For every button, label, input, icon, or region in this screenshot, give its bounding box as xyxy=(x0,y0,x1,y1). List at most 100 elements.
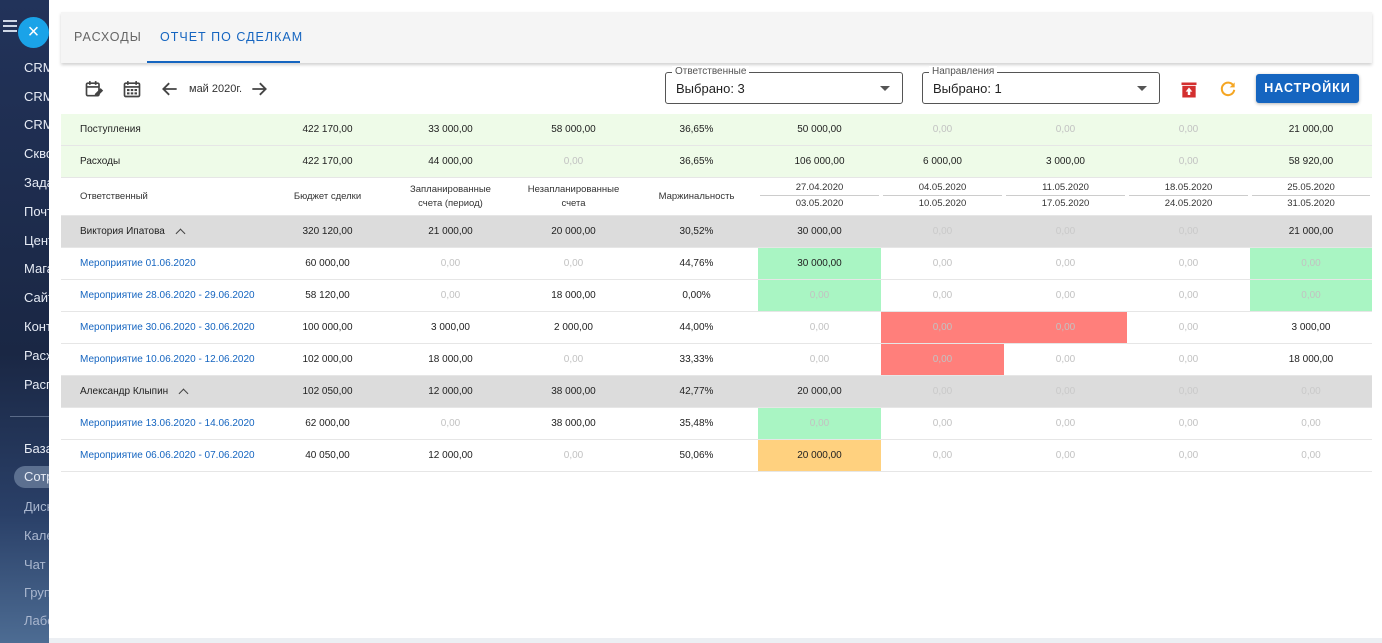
header-unplanned: Незапланированные счета xyxy=(527,184,620,209)
data-cell: 0,00 xyxy=(1055,450,1076,461)
edit-calendar-icon[interactable] xyxy=(84,79,104,99)
sidebar-item[interactable]: Мага xyxy=(24,261,50,276)
export-icon[interactable] xyxy=(1179,80,1199,100)
data-cell: 0,00 xyxy=(1055,290,1076,301)
data-cell: 0,00 xyxy=(563,450,584,461)
header-week: 25.05.2020 31.05.2020 xyxy=(1250,178,1372,216)
summary-cell: 0,00 xyxy=(563,156,584,167)
data-cell: 44,76% xyxy=(679,258,714,269)
sidebar-divider xyxy=(10,416,50,417)
sidebar-item[interactable]: Конт xyxy=(24,319,50,334)
chevron-down-icon xyxy=(1137,86,1147,91)
week-end: 17.05.2020 xyxy=(1041,198,1090,209)
deal-link[interactable]: Мероприятие 01.06.2020 xyxy=(61,248,266,279)
responsible-group-row[interactable]: Александр Клыпин 102 050,00 12 000,00 38 00… xyxy=(61,376,1372,408)
data-cell: 18 000,00 xyxy=(551,290,596,301)
data-cell: 3 000,00 xyxy=(431,322,470,333)
sidebar-item[interactable]: Расп xyxy=(24,377,50,392)
data-cell: 0,00 xyxy=(1055,258,1076,269)
data-cell: 0,00 xyxy=(1055,354,1076,365)
data-cell: 0,00% xyxy=(682,290,711,301)
tab-deals-report[interactable]: ОТЧЕТ ПО СДЕЛКАМ xyxy=(160,30,304,44)
week-end: 10.05.2020 xyxy=(918,198,967,209)
data-cell: 60 000,00 xyxy=(305,258,350,269)
sidebar-item[interactable]: Сотр xyxy=(24,469,50,484)
deal-link[interactable]: Мероприятие 10.06.2020 - 12.06.2020 xyxy=(61,344,266,375)
week-divider xyxy=(883,195,1002,196)
data-cell: 100 000,00 xyxy=(302,322,353,333)
header-responsible: Ответственный xyxy=(80,191,148,202)
data-cell: 0,00 xyxy=(1301,386,1321,397)
deal-row: Мероприятие 10.06.2020 - 12.06.2020 102 0… xyxy=(61,344,1372,376)
sidebar-item[interactable]: Сайт xyxy=(24,290,50,305)
close-button[interactable]: × xyxy=(18,17,49,48)
active-tab-indicator xyxy=(147,61,300,63)
group-name-label: Александр Клыпин xyxy=(80,386,169,397)
chevron-down-icon xyxy=(880,86,890,91)
chevron-up-icon[interactable] xyxy=(175,228,186,239)
summary-row: Поступления 422 170,00 33 000,00 58 000,00 3… xyxy=(61,114,1372,146)
sidebar-item[interactable]: CRM xyxy=(24,117,50,132)
sidebar-item[interactable]: Груп xyxy=(24,585,50,600)
data-cell: 0,00 xyxy=(881,312,1004,343)
data-cell: 0,00 xyxy=(563,258,584,269)
data-cell: 0,00 xyxy=(1178,386,1199,397)
sidebar-item[interactable]: CRM xyxy=(24,60,50,75)
tab-expenses[interactable]: РАСХОДЫ xyxy=(74,30,142,44)
settings-button[interactable]: НАСТРОЙКИ xyxy=(1256,74,1359,103)
group-name: Александр Клыпин xyxy=(61,376,266,407)
deal-link[interactable]: Мероприятие 13.06.2020 - 14.06.2020 xyxy=(61,408,266,439)
directions-select[interactable]: Направления Выбрано: 1 xyxy=(922,66,1160,104)
menu-icon[interactable] xyxy=(3,20,17,32)
header-week: 04.05.2020 10.05.2020 xyxy=(881,178,1004,216)
data-cell: 38 000,00 xyxy=(551,386,596,397)
group-name: Виктория Ипатова xyxy=(61,216,266,247)
deal-name: Мероприятие 01.06.2020 xyxy=(80,258,196,269)
summary-cell: 422 170,00 xyxy=(302,124,353,135)
summary-cell: 3 000,00 xyxy=(1046,156,1085,167)
data-cell: 0,00 xyxy=(1301,450,1321,461)
chevron-up-icon[interactable] xyxy=(178,388,189,399)
arrow-left-icon[interactable] xyxy=(160,79,180,99)
refresh-icon[interactable] xyxy=(1218,79,1238,99)
deal-link[interactable]: Мероприятие 06.06.2020 - 07.06.2020 xyxy=(61,440,266,471)
week-start: 11.05.2020 xyxy=(1042,182,1089,193)
data-cell: 2 000,00 xyxy=(554,322,593,333)
bottom-strip xyxy=(49,638,1382,643)
deal-link[interactable]: Мероприятие 28.06.2020 - 29.06.2020 xyxy=(61,280,266,311)
responsible-select[interactable]: Ответственные Выбрано: 3 xyxy=(665,66,903,104)
data-cell: 0,00 xyxy=(1178,354,1199,365)
sidebar-item[interactable]: Диск xyxy=(24,499,50,514)
sidebar-item[interactable]: Кале xyxy=(24,528,50,543)
sidebar-item[interactable]: Цент xyxy=(24,233,50,248)
data-cell: 0,00 xyxy=(1250,248,1372,279)
sidebar-item[interactable]: Скво xyxy=(24,146,50,161)
summary-cell: 58 000,00 xyxy=(551,124,596,135)
arrow-right-icon[interactable] xyxy=(249,79,269,99)
data-cell: 0,00 xyxy=(1055,386,1076,397)
data-cell: 20 000,00 xyxy=(551,226,596,237)
sidebar-item[interactable]: Почт xyxy=(24,204,50,219)
deal-name: Мероприятие 28.06.2020 - 29.06.2020 xyxy=(80,290,255,301)
sidebar-item[interactable]: База xyxy=(24,441,50,456)
data-cell: 0,00 xyxy=(758,280,881,311)
data-cell: 0,00 xyxy=(1178,290,1199,301)
data-cell: 0,00 xyxy=(881,344,1004,375)
summary-row-label: Поступления xyxy=(80,124,141,135)
deal-name: Мероприятие 10.06.2020 - 12.06.2020 xyxy=(80,354,255,365)
tab-bar: РАСХОДЫ ОТЧЕТ ПО СДЕЛКАМ xyxy=(61,12,1372,63)
sidebar-item[interactable]: Расх xyxy=(24,348,50,363)
sidebar-item[interactable]: Чат xyxy=(24,557,46,572)
sidebar-item[interactable]: Лабо xyxy=(24,613,50,628)
sidebar-item[interactable]: Зада xyxy=(24,175,50,190)
deal-name: Мероприятие 30.06.2020 - 30.06.2020 xyxy=(80,322,255,333)
data-cell: 3 000,00 xyxy=(1291,322,1331,333)
sidebar-item[interactable]: CRM xyxy=(24,89,50,104)
calendar-icon[interactable] xyxy=(122,79,142,99)
deal-row: Мероприятие 01.06.2020 60 000,00 0,00 0,00 4… xyxy=(61,248,1372,280)
data-cell: 42,77% xyxy=(679,386,714,397)
data-cell: 0,00 xyxy=(1055,418,1076,429)
deal-link[interactable]: Мероприятие 30.06.2020 - 30.06.2020 xyxy=(61,312,266,343)
responsible-group-row[interactable]: Виктория Ипатова 320 120,00 21 000,00 20 00… xyxy=(61,216,1372,248)
week-divider xyxy=(1006,195,1125,196)
